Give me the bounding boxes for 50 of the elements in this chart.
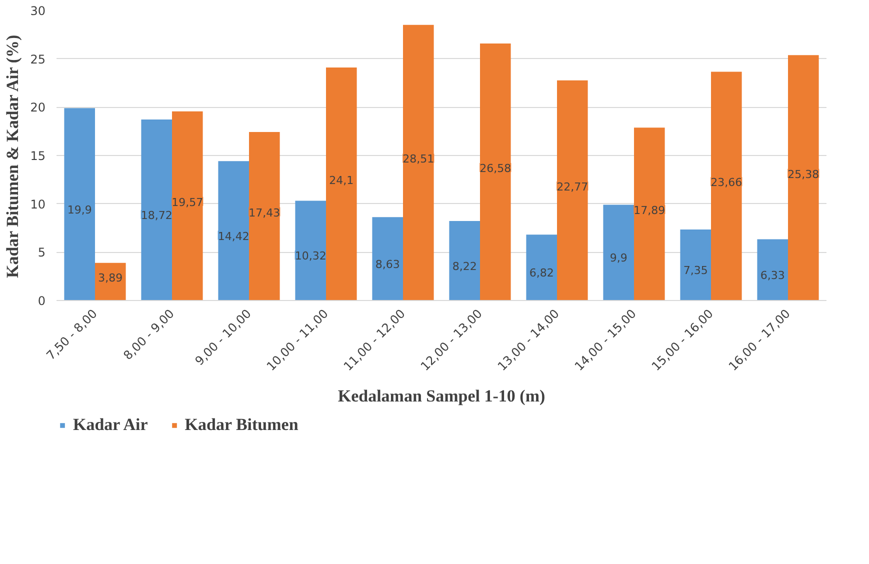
bar: [788, 55, 819, 300]
data-label: 19,9: [67, 203, 92, 216]
bar: [141, 120, 172, 300]
data-label: 14,42: [218, 230, 250, 243]
x-axis-title: Kedalaman Sampel 1-10 (m): [338, 386, 546, 406]
y-tick-label: 30: [30, 4, 46, 18]
bar: [249, 132, 280, 300]
data-label: 3,89: [98, 272, 123, 285]
bar: [680, 229, 711, 300]
data-label: 19,57: [172, 196, 204, 209]
data-label: 24,1: [329, 174, 354, 188]
bar: [64, 108, 95, 300]
bar: [526, 234, 557, 300]
data-label: 22,77: [556, 180, 588, 194]
bar: [634, 128, 665, 300]
data-label: 9,9: [610, 252, 628, 265]
data-label: 17,43: [248, 206, 280, 220]
bar: [603, 204, 634, 300]
data-label: 17,89: [634, 204, 666, 218]
bar: [218, 161, 249, 300]
y-tick-label: 10: [30, 197, 46, 212]
bar: [711, 72, 742, 300]
data-label: 25,38: [788, 168, 820, 181]
data-label: 8,22: [452, 260, 477, 273]
bar: [172, 111, 203, 300]
bar: [295, 200, 326, 300]
data-label: 26,58: [480, 162, 512, 176]
y-tick-label: 25: [30, 52, 46, 66]
data-label: 23,66: [710, 176, 742, 190]
y-axis-title: Kadar Bitumen & Kadar Air (%): [3, 34, 22, 278]
bar: [326, 68, 357, 300]
data-label: 18,72: [140, 209, 172, 222]
y-tick-label: 20: [30, 100, 46, 115]
bar: [449, 221, 480, 300]
bar: [480, 44, 511, 300]
data-label: 7,35: [683, 264, 708, 277]
legend-label: Kadar Air: [73, 415, 148, 435]
y-tick-label: 15: [30, 149, 46, 163]
data-label: 8,63: [375, 258, 400, 271]
data-label: 6,82: [529, 266, 554, 280]
bar: [757, 239, 788, 300]
y-tick-label: 5: [38, 246, 46, 260]
data-label: 10,32: [294, 250, 326, 263]
bar: [372, 217, 403, 300]
bar: [557, 80, 588, 300]
legend-label: Kadar Bitumen: [184, 415, 298, 435]
y-tick-label: 0: [38, 294, 46, 308]
data-label: 6,33: [760, 268, 785, 282]
data-label: 28,51: [402, 152, 434, 166]
bar: [403, 24, 434, 300]
